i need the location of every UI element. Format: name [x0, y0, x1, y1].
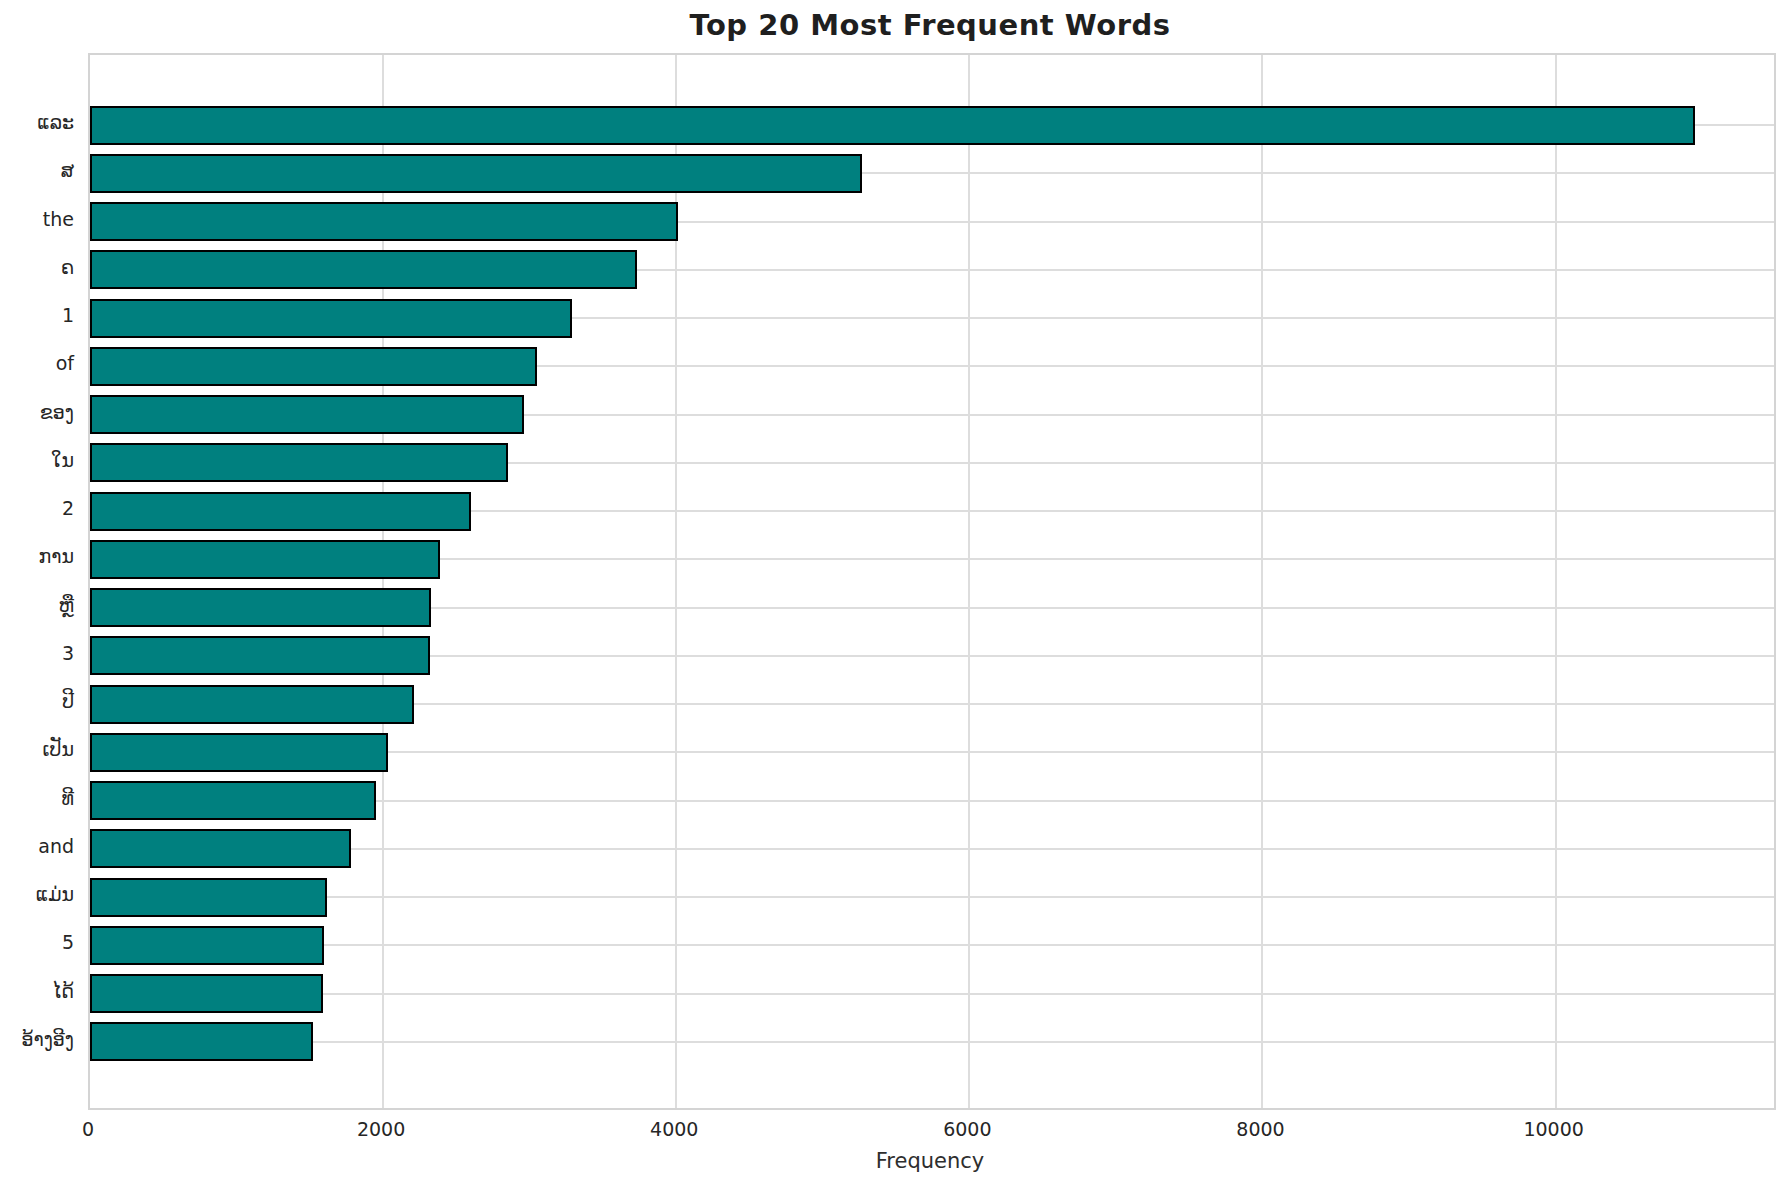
bar: [90, 878, 327, 917]
gridline-horizontal: [90, 896, 1774, 898]
gridline-vertical: [1261, 55, 1263, 1108]
x-axis-label: Frequency: [88, 1149, 1772, 1173]
y-tick-label: ແມ່ນ: [0, 885, 74, 904]
bar: [90, 202, 678, 241]
bar: [90, 106, 1695, 145]
bar: [90, 299, 572, 338]
y-tick-label: 1: [0, 306, 74, 325]
gridline-horizontal: [90, 944, 1774, 946]
y-tick-label: and: [0, 837, 74, 856]
y-tick-label: of: [0, 354, 74, 373]
gridline-horizontal: [90, 1041, 1774, 1043]
x-tick-label: 0: [8, 1118, 168, 1140]
bar-chart-figure: Top 20 Most Frequent Words ແລະສ the ຄ 1 of ຂອ…: [0, 0, 1785, 1185]
y-tick-label: ເປັນ: [0, 740, 74, 759]
y-tick-label: ຂອງ: [0, 403, 74, 422]
y-tick-label: ແລະ: [0, 113, 74, 132]
bar: [90, 492, 471, 531]
x-tick-label: 10000: [1474, 1118, 1634, 1140]
bar: [90, 250, 637, 289]
gridline-vertical: [1555, 55, 1557, 1108]
y-tick-label: ໃນ: [0, 451, 74, 470]
bar: [90, 974, 323, 1013]
plot-area: [88, 53, 1776, 1110]
bar: [90, 588, 431, 627]
y-tick-label: ທີ: [0, 789, 74, 808]
gridline-horizontal: [90, 993, 1774, 995]
y-tick-label: ປີ: [0, 692, 74, 711]
bar: [90, 636, 430, 675]
bar: [90, 395, 524, 434]
bar: [90, 781, 376, 820]
y-tick-label: 5: [0, 933, 74, 952]
y-tick-label: ສ: [0, 161, 74, 180]
y-tick-label: 2: [0, 499, 74, 518]
y-tick-label: ການ: [0, 547, 74, 566]
bar: [90, 540, 440, 579]
bar: [90, 926, 324, 965]
bar: [90, 829, 351, 868]
bar: [90, 347, 537, 386]
x-tick-label: 8000: [1180, 1118, 1340, 1140]
x-tick-label: 4000: [594, 1118, 754, 1140]
y-tick-label: the: [0, 210, 74, 229]
x-tick-label: 6000: [887, 1118, 1047, 1140]
bar: [90, 443, 508, 482]
chart-title: Top 20 Most Frequent Words: [88, 8, 1772, 42]
bar: [90, 1022, 313, 1061]
y-tick-label: ຫຼື: [0, 596, 74, 615]
y-tick-label: 3: [0, 644, 74, 663]
bar: [90, 154, 862, 193]
bar: [90, 733, 388, 772]
x-tick-label: 2000: [301, 1118, 461, 1140]
y-tick-label: ໄດ້: [0, 982, 74, 1001]
y-tick-label: ຄ: [0, 258, 74, 277]
y-tick-label: ອ້າງອີງ: [0, 1030, 74, 1049]
bar: [90, 685, 414, 724]
gridline-vertical: [968, 55, 970, 1108]
